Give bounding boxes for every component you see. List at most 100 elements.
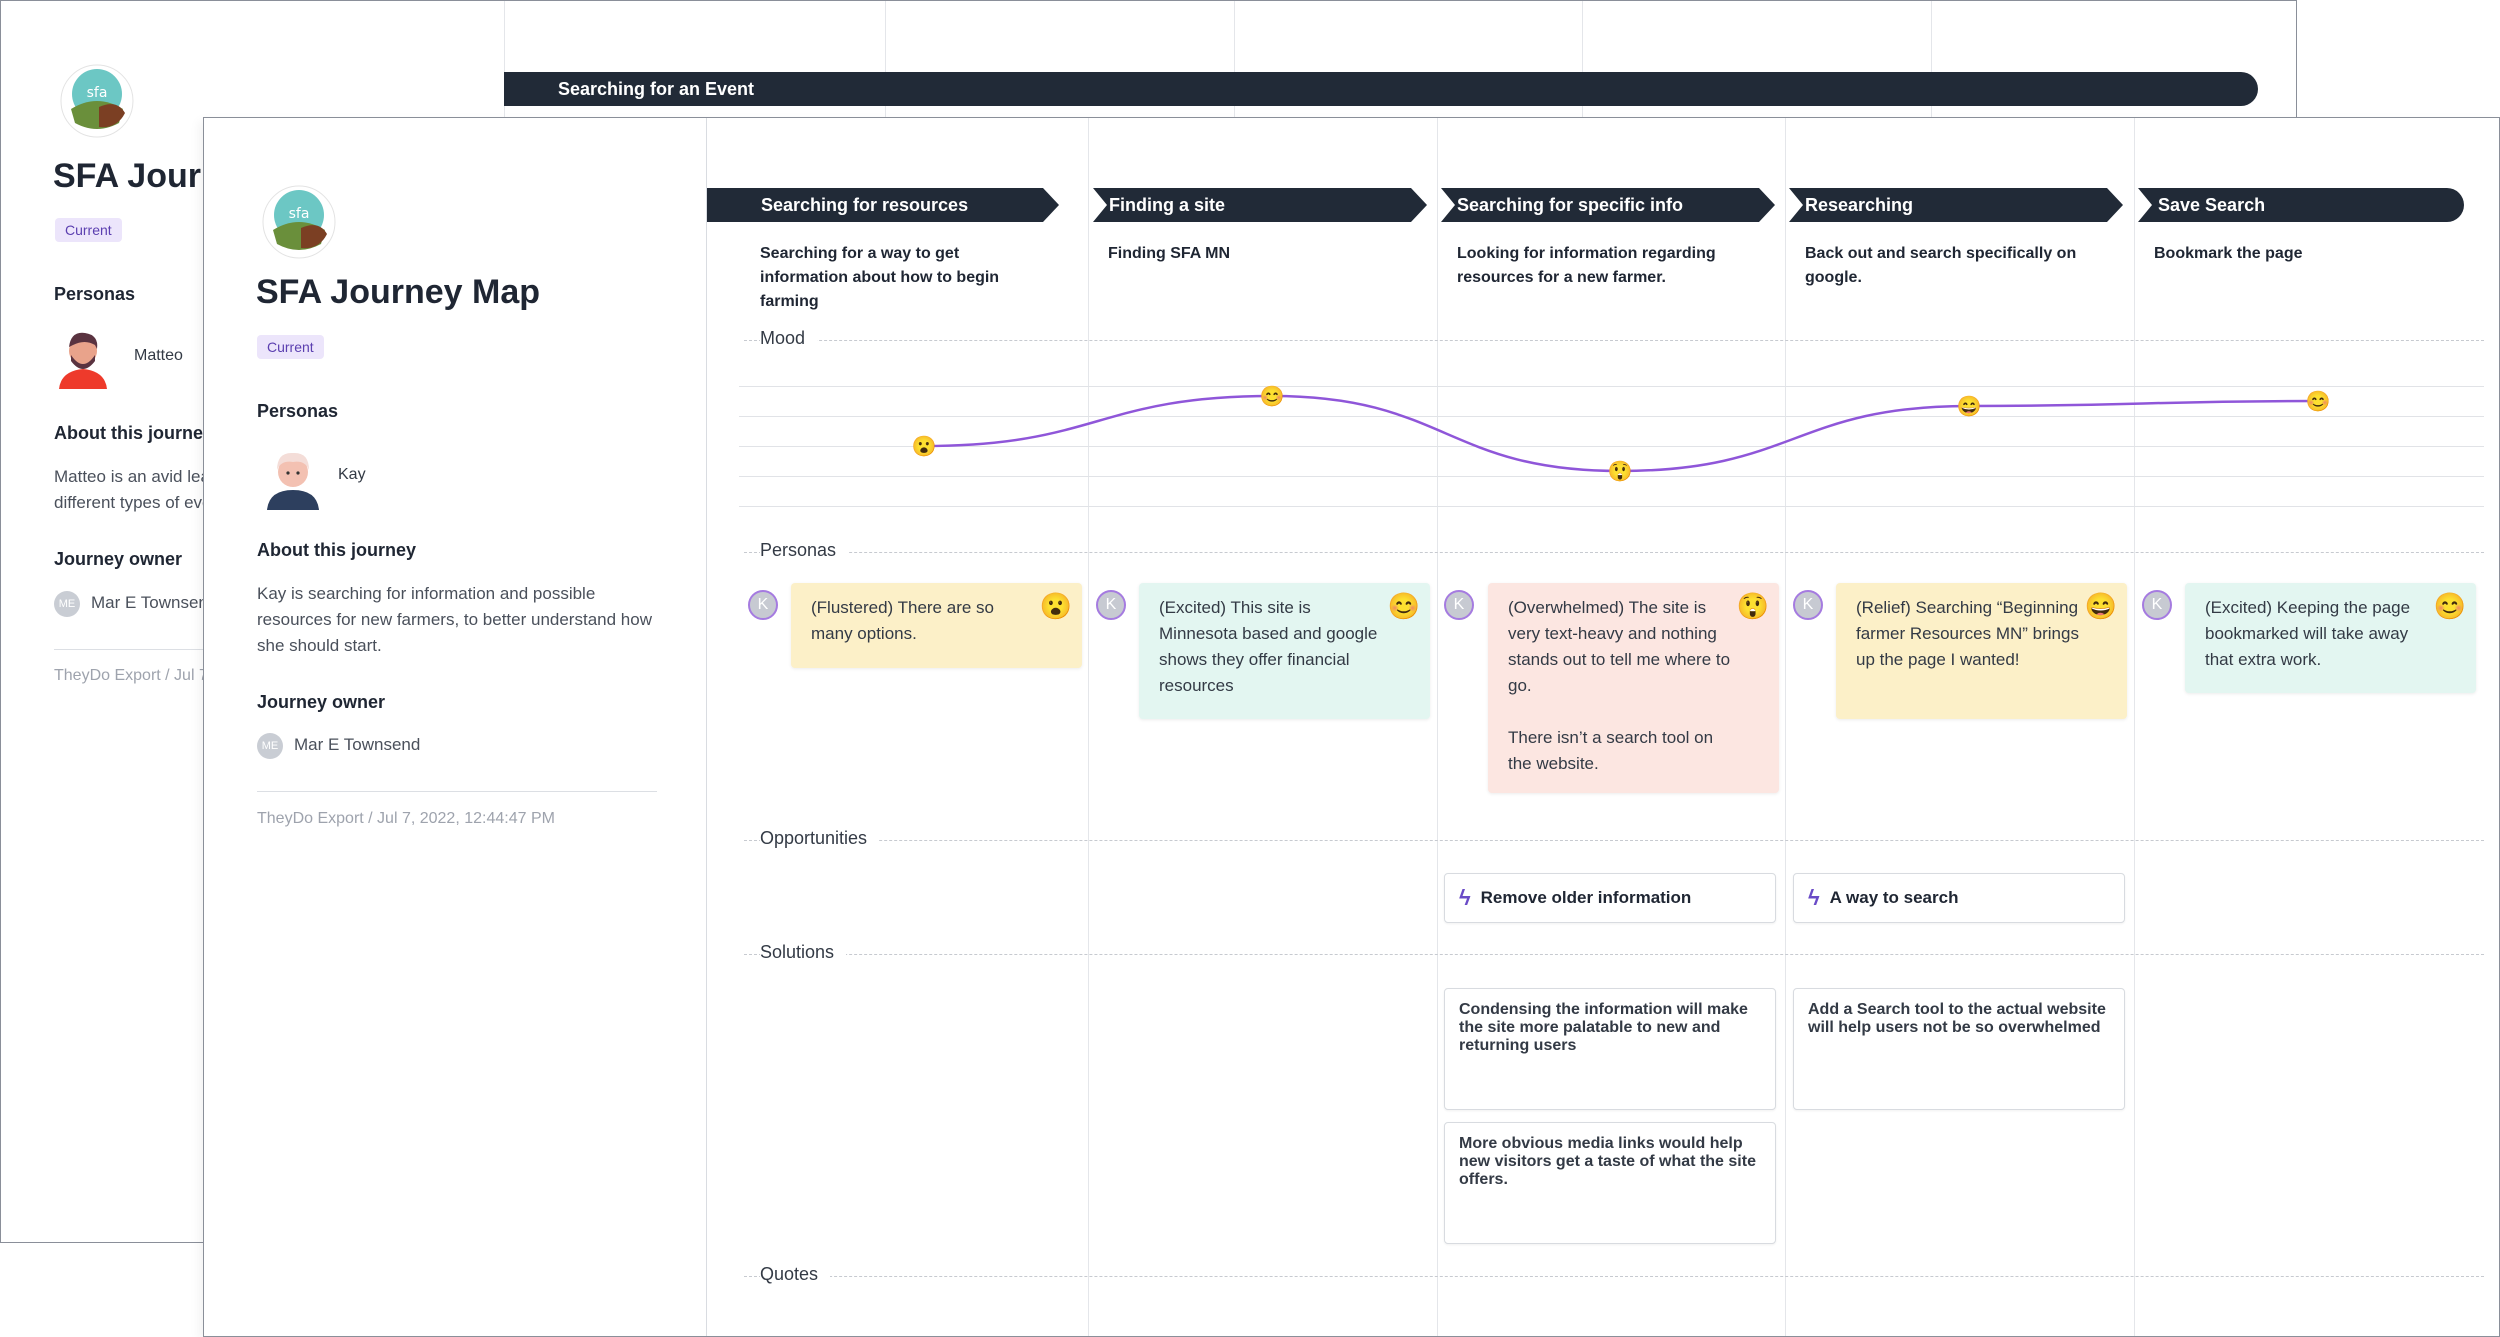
mood-point-emoji-icon[interactable]: 😄 bbox=[1957, 395, 1982, 418]
mood-curve bbox=[923, 394, 2319, 473]
opportunity-text: Remove older information bbox=[1480, 888, 1692, 907]
solution-card[interactable]: Condensing the information will make the… bbox=[1444, 988, 1776, 1110]
sfa-logo-icon: sfa bbox=[60, 64, 134, 138]
row-label-opportunities: Opportunities bbox=[760, 828, 880, 849]
row-separator bbox=[744, 552, 2484, 553]
logo-text: sfa bbox=[289, 206, 310, 222]
personas-heading: Personas bbox=[54, 284, 136, 304]
persona-marker[interactable]: K bbox=[2142, 590, 2172, 620]
mood-gridline bbox=[739, 476, 2484, 477]
about-heading: About this journey bbox=[257, 540, 416, 560]
persona-marker[interactable]: K bbox=[1096, 590, 1126, 620]
opportunity-text: A way to search bbox=[1829, 888, 1959, 907]
step-description: Finding SFA MN bbox=[1108, 245, 1231, 262]
opportunity-card[interactable]: ϟ A way to search bbox=[1793, 873, 2125, 923]
page-title: SFA Journey Map bbox=[256, 273, 541, 311]
stage-specific-info[interactable]: Searching for specific info bbox=[1441, 188, 1775, 222]
note-text: (Flustered) There are so many options. bbox=[811, 598, 994, 643]
solution-card[interactable]: More obvious media links would help new … bbox=[1444, 1122, 1776, 1244]
stage-title: Save Search bbox=[2158, 194, 2266, 215]
mood-gridline bbox=[739, 416, 2484, 417]
step-description: Looking for information regarding resour… bbox=[1457, 245, 1716, 286]
stage-title: Finding a site bbox=[1109, 194, 1226, 215]
excited-emoji-icon: 😊 bbox=[2433, 591, 2466, 621]
note-text: (Excited) Keeping the page bookmarked wi… bbox=[2205, 598, 2411, 669]
mood-point-emoji-icon[interactable]: 😲 bbox=[1608, 460, 1633, 483]
persona-marker[interactable]: K bbox=[1793, 590, 1823, 620]
excited-emoji-icon: 😊 bbox=[1387, 591, 1420, 621]
status-badge: Current bbox=[257, 335, 324, 359]
stage-bar[interactable]: Searching for an Event bbox=[504, 72, 2258, 106]
persona-name: Kay bbox=[338, 466, 366, 483]
export-info: TheyDo Export / Jul 7, 2022 bbox=[54, 667, 253, 684]
row-label-quotes: Quotes bbox=[760, 1264, 831, 1285]
owner-name: Mar E Townsend bbox=[294, 735, 421, 754]
overwhelmed-emoji-icon: 😲 bbox=[1736, 591, 1769, 621]
mood-point-emoji-icon[interactable]: 😊 bbox=[2306, 390, 2331, 413]
stage-title: Searching for specific info bbox=[1457, 194, 1684, 215]
row-separator bbox=[744, 340, 2484, 341]
column-divider bbox=[1088, 118, 1089, 1336]
divider bbox=[257, 791, 657, 792]
about-heading: About this journey bbox=[54, 423, 213, 443]
stage-researching[interactable]: Researching bbox=[1789, 188, 2123, 222]
persona-note-card[interactable]: (Excited) Keeping the page bookmarked wi… bbox=[2185, 583, 2476, 693]
persona-note-card[interactable]: (Relief) Searching “Beginning farmer Res… bbox=[1836, 583, 2127, 719]
persona-name: Matteo bbox=[134, 347, 183, 364]
owner-avatar: ME bbox=[257, 733, 283, 759]
about-text: Kay is searching for information and pos… bbox=[257, 584, 652, 655]
panel-divider bbox=[706, 118, 707, 1336]
mood-chart: 😮 😊 😲 😄 😊 bbox=[912, 385, 2331, 483]
row-label-personas: Personas bbox=[760, 540, 849, 561]
row-separator bbox=[744, 840, 2484, 841]
status-badge: Current bbox=[55, 218, 122, 242]
flustered-emoji-icon: 😮 bbox=[1039, 591, 1072, 621]
row-separator bbox=[744, 1276, 2484, 1277]
stage-finding-site[interactable]: Finding a site bbox=[1093, 188, 1427, 222]
column-divider bbox=[2134, 118, 2135, 1336]
step-description: Searching for a way to get information a… bbox=[760, 245, 1000, 310]
lightning-icon: ϟ bbox=[1808, 885, 1820, 910]
sfa-logo-icon: sfa bbox=[262, 185, 336, 259]
stage-label: Searching for an Event bbox=[558, 78, 755, 99]
mood-gridline bbox=[739, 386, 2484, 387]
export-info: TheyDo Export / Jul 7, 2022, 12:44:47 PM bbox=[257, 810, 555, 827]
mood-point-emoji-icon[interactable]: 😮 bbox=[912, 435, 937, 458]
stage-save-search[interactable]: Save Search bbox=[2138, 188, 2464, 222]
row-separator bbox=[744, 954, 2484, 955]
persona-note-card[interactable]: (Overwhelmed) The site is very text-heav… bbox=[1488, 583, 1779, 793]
front-journey-sheet: sfa SFA Journey Map Current Personas Kay… bbox=[203, 117, 2500, 1337]
owner-name: Mar E Townsend bbox=[91, 593, 218, 612]
mood-gridline bbox=[739, 506, 2484, 507]
stage-title: Searching for resources bbox=[761, 194, 969, 215]
relief-emoji-icon: 😄 bbox=[2084, 591, 2117, 621]
step-description: Bookmark the page bbox=[2154, 245, 2303, 262]
personas-heading: Personas bbox=[257, 401, 339, 421]
mood-gridline bbox=[739, 446, 2484, 447]
note-text: There isn’t a search tool on the website… bbox=[1508, 728, 1714, 773]
persona-marker[interactable]: K bbox=[748, 590, 778, 620]
persona-avatar[interactable] bbox=[49, 321, 117, 389]
opportunity-card[interactable]: ϟ Remove older information bbox=[1444, 873, 1776, 923]
stage-title: Researching bbox=[1805, 194, 1914, 215]
row-label-mood: Mood bbox=[760, 328, 818, 349]
persona-marker[interactable]: K bbox=[1444, 590, 1474, 620]
column-divider bbox=[1785, 118, 1786, 1336]
note-text: (Overwhelmed) The site is very text-heav… bbox=[1508, 598, 1731, 695]
step-description: Back out and search specifically on goog… bbox=[1805, 245, 2077, 286]
owner-heading: Journey owner bbox=[54, 549, 183, 569]
solution-card[interactable]: Add a Search tool to the actual website … bbox=[1793, 988, 2125, 1110]
row-label-solutions: Solutions bbox=[760, 942, 847, 963]
persona-note-card[interactable]: (Excited) This site is Minnesota based a… bbox=[1139, 583, 1430, 719]
svg-text:sfa: sfa bbox=[87, 85, 108, 101]
owner-heading: Journey owner bbox=[257, 692, 386, 712]
mood-point-emoji-icon[interactable]: 😊 bbox=[1260, 385, 1285, 408]
lightning-icon: ϟ bbox=[1459, 885, 1471, 910]
stage-searching-resources[interactable]: Searching for resources bbox=[707, 188, 1059, 222]
column-divider bbox=[1437, 118, 1438, 1336]
owner-avatar: ME bbox=[54, 591, 80, 617]
note-text: (Excited) This site is Minnesota based a… bbox=[1159, 598, 1378, 695]
note-text: (Relief) Searching “Beginning farmer Res… bbox=[1856, 598, 2079, 669]
persona-note-card[interactable]: (Flustered) There are so many options. 😮 bbox=[791, 583, 1082, 668]
persona-avatar[interactable] bbox=[259, 442, 327, 510]
